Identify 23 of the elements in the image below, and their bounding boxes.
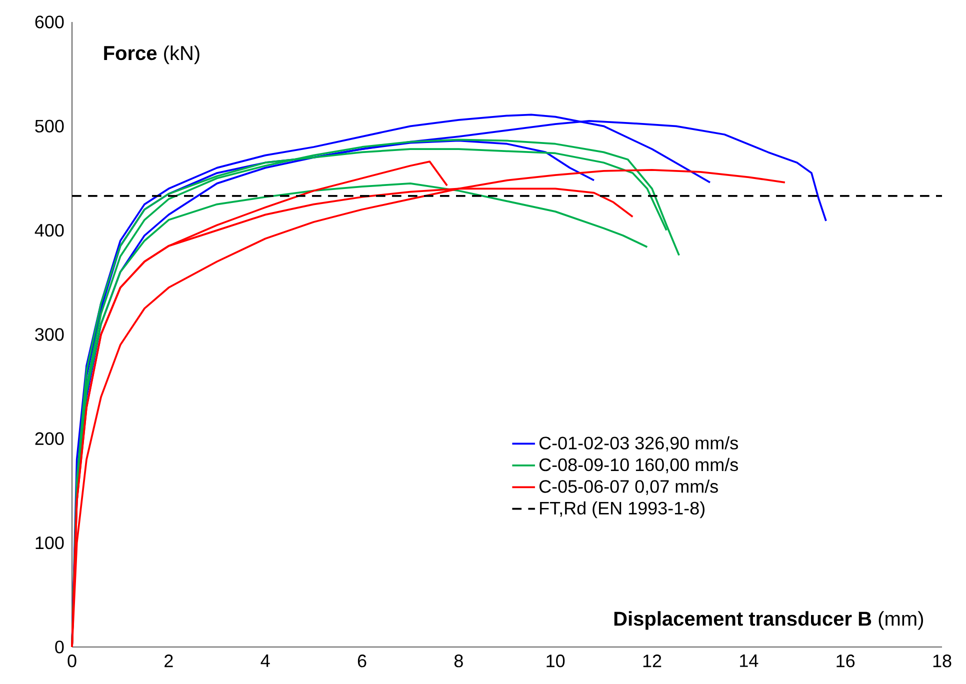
x-tick-label: 18 — [933, 654, 952, 668]
legend-label: C-05-06-07 0,07 mm/s — [539, 480, 718, 495]
y-tick-label: 500 — [35, 120, 64, 133]
x-tick-label: 0 — [68, 654, 76, 668]
y-tick-label: 200 — [35, 432, 64, 446]
x-tick-label: 6 — [358, 654, 366, 668]
y-axis-title: Force (kN) — [104, 45, 200, 64]
legend-label: C-08-09-10 160,00 mm/s — [539, 458, 738, 474]
x-tick-label: 8 — [454, 654, 463, 668]
x-tick-label: 12 — [643, 654, 662, 668]
legend-label: FT,Rd (EN 1993-1-8) — [540, 501, 704, 518]
y-tick-label: 600 — [35, 16, 64, 28]
y-tick-label: 400 — [34, 224, 64, 237]
y-tick-label: 300 — [35, 328, 64, 341]
x-tick-label: 4 — [260, 654, 270, 667]
x-axis-title: Displacement transducer B (mm) — [614, 611, 923, 630]
x-tick-label: 14 — [740, 654, 758, 667]
y-tick-label: 0 — [55, 640, 64, 654]
x-tick-label: 16 — [836, 654, 855, 668]
legend-label: C-01-02-03 326,90 mm/s — [539, 436, 738, 452]
x-tick-label: 10 — [546, 654, 565, 668]
x-tick-label: 2 — [164, 654, 173, 668]
y-tick-label: 100 — [36, 536, 64, 550]
